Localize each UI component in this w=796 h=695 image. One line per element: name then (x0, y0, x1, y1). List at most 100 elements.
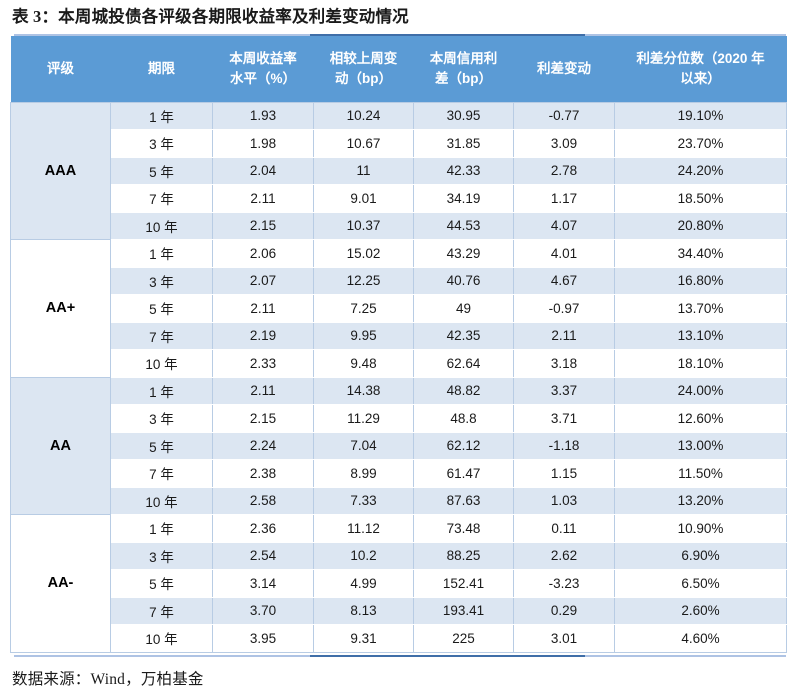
cell-yield-level: 2.36 (212, 514, 314, 543)
column-header-wow-change-line2: 动（bp） (335, 70, 392, 86)
cell-credit-spread: 48.82 (413, 376, 514, 406)
cell-credit-spread: 73.48 (413, 514, 514, 543)
table-row: AA- 1 年 2.36 11.12 73.48 0.11 10.90% (10, 514, 787, 653)
column-header-spread-percentile: 利差分位数（2020 年 以来） (614, 35, 787, 103)
cell-yield-level: 2.24 (212, 431, 314, 461)
table-row: 5 年 2.04 11 42.33 2.78 24.20% (11, 156, 787, 186)
cell-tenor: 5 年 (110, 294, 213, 323)
table-row: AAA 1 年 1.93 10.24 30.95 -0.77 19.10% (10, 101, 787, 241)
cell-spread-change: 4.01 (513, 239, 615, 268)
cell-yield-level: 2.58 (212, 486, 314, 516)
cell-wow-change: 8.99 (313, 459, 414, 488)
rating-cell: AAA (10, 101, 111, 241)
column-header-yield-level-line2: 水平（%） (229, 70, 296, 86)
table-header: 评级 期限 本周收益率 水平（%） 相较上周变 动（bp） 本周信用利 差（bp… (10, 35, 787, 103)
column-header-spread-percentile-line1: 利差分位数（2020 年 (636, 51, 765, 67)
cell-yield-level: 3.14 (212, 569, 314, 598)
cell-credit-spread: 44.53 (413, 211, 514, 241)
table-row: 10 年 2.33 9.48 62.64 3.18 18.10% (11, 349, 787, 378)
column-header-yield-level: 本周收益率 水平（%） (212, 35, 314, 103)
cell-spread-percentile: 2.60% (614, 596, 787, 626)
cell-spread-change: 2.78 (513, 156, 615, 186)
cell-spread-change: -1.18 (513, 431, 615, 461)
column-header-yield-level-line1: 本周收益率 (229, 51, 297, 67)
cell-spread-percentile: 34.40% (614, 239, 787, 268)
column-header-credit-spread-line2: 差（bp） (435, 70, 492, 86)
cell-yield-level: 3.95 (212, 624, 314, 653)
table-row: 7 年 2.38 8.99 61.47 1.15 11.50% (11, 459, 787, 488)
cell-yield-level: 2.15 (212, 404, 314, 433)
cell-spread-change: 3.71 (513, 404, 615, 433)
cell-wow-change: 9.01 (313, 184, 414, 213)
cell-spread-change: 4.07 (513, 211, 615, 241)
cell-spread-percentile: 6.90% (614, 541, 787, 571)
cell-spread-change: 3.37 (513, 376, 615, 406)
table-row: 3 年 2.07 12.25 40.76 4.67 16.80% (11, 266, 787, 296)
cell-spread-percentile: 13.20% (614, 486, 787, 516)
cell-spread-percentile: 11.50% (614, 459, 787, 488)
table-header-row: 评级 期限 本周收益率 水平（%） 相较上周变 动（bp） 本周信用利 差（bp… (10, 35, 787, 103)
cell-tenor: 5 年 (110, 156, 213, 186)
cell-wow-change: 12.25 (313, 266, 414, 296)
table-row: 10 年 2.15 10.37 44.53 4.07 20.80% (11, 211, 787, 241)
cell-spread-change: 3.09 (513, 129, 615, 158)
cell-wow-change: 8.13 (313, 596, 414, 626)
table-row: 10 年 2.58 7.33 87.63 1.03 13.20% (11, 486, 787, 516)
cell-wow-change: 10.37 (313, 211, 414, 241)
cell-tenor: 3 年 (110, 129, 213, 158)
cell-yield-level: 2.07 (212, 266, 314, 296)
cell-yield-level: 2.38 (212, 459, 314, 488)
cell-spread-change: -0.77 (513, 101, 615, 131)
cell-wow-change: 7.04 (313, 431, 414, 461)
column-header-wow-change-line1: 相较上周变 (329, 51, 398, 67)
cell-tenor: 10 年 (110, 349, 213, 378)
cell-yield-level: 2.11 (212, 294, 314, 323)
cell-tenor: 5 年 (110, 569, 213, 598)
cell-spread-change: -3.23 (513, 569, 615, 598)
cell-spread-percentile: 18.50% (614, 184, 787, 213)
table-row: 3 年 2.54 10.2 88.25 2.62 6.90% (11, 541, 787, 571)
table-row: AA 1 年 2.11 14.38 48.82 3.37 24.00% (10, 376, 787, 516)
cell-tenor: 3 年 (110, 404, 213, 433)
cell-spread-percentile: 18.10% (614, 349, 787, 378)
cell-spread-change: 1.15 (513, 459, 615, 488)
table-row: 7 年 2.11 9.01 34.19 1.17 18.50% (11, 184, 787, 213)
cell-spread-percentile: 16.80% (614, 266, 787, 296)
cell-credit-spread: 40.76 (413, 266, 514, 296)
cell-spread-percentile: 20.80% (614, 211, 787, 241)
cell-spread-percentile: 19.10% (614, 101, 787, 131)
table-row: 5 年 2.11 7.25 49 -0.97 13.70% (11, 294, 787, 323)
cell-wow-change: 9.95 (313, 321, 414, 351)
column-header-spread-change: 利差变动 (513, 35, 615, 103)
cell-yield-level: 1.93 (212, 101, 314, 131)
cell-tenor: 10 年 (110, 486, 213, 516)
cell-spread-percentile: 12.60% (614, 404, 787, 433)
cell-wow-change: 4.99 (313, 569, 414, 598)
column-header-wow-change: 相较上周变 动（bp） (313, 35, 414, 103)
cell-credit-spread: 42.35 (413, 321, 514, 351)
table-row: AA+ 1 年 2.06 15.02 43.29 4.01 34.40% (10, 239, 787, 378)
table-row: 7 年 2.19 9.95 42.35 2.11 13.10% (11, 321, 787, 351)
cell-tenor: 1 年 (110, 101, 213, 131)
cell-credit-spread: 31.85 (413, 129, 514, 158)
table-row: 3 年 1.98 10.67 31.85 3.09 23.70% (11, 129, 787, 158)
rating-cell: AA+ (10, 239, 111, 378)
cell-spread-change: 2.62 (513, 541, 615, 571)
cell-yield-level: 2.11 (212, 376, 314, 406)
cell-credit-spread: 49 (413, 294, 514, 323)
cell-yield-level: 2.33 (212, 349, 314, 378)
cell-wow-change: 11.12 (313, 514, 414, 543)
cell-credit-spread: 61.47 (413, 459, 514, 488)
cell-wow-change: 10.67 (313, 129, 414, 158)
cell-wow-change: 10.24 (313, 101, 414, 131)
table-bottom-rule (10, 654, 786, 657)
cell-spread-percentile: 10.90% (614, 514, 787, 543)
cell-yield-level: 2.54 (212, 541, 314, 571)
cell-wow-change: 7.25 (313, 294, 414, 323)
cell-spread-change: 1.17 (513, 184, 615, 213)
cell-credit-spread: 42.33 (413, 156, 514, 186)
cell-spread-percentile: 4.60% (614, 624, 787, 653)
cell-credit-spread: 43.29 (413, 239, 514, 268)
cell-credit-spread: 225 (413, 624, 514, 653)
cell-spread-percentile: 24.20% (614, 156, 787, 186)
